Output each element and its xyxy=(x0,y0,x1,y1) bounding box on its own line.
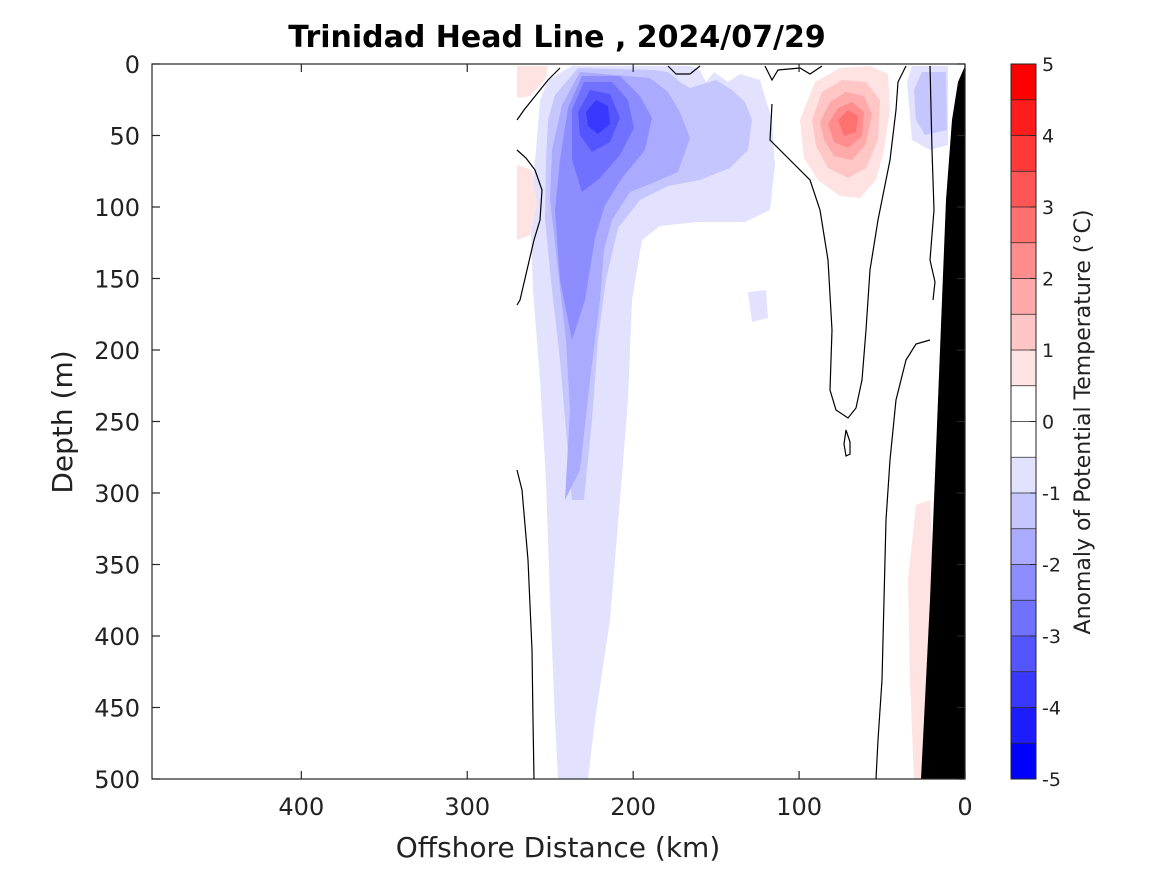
colorbar-segment xyxy=(1011,457,1036,494)
colorbar-segment xyxy=(1011,421,1036,458)
colorbar-segment xyxy=(1011,278,1036,315)
x-axis-label: Offshore Distance (km) xyxy=(396,831,721,864)
y-tick-label: 150 xyxy=(94,266,140,294)
colorbar-segment xyxy=(1011,171,1036,208)
colorbar-tick-label: 2 xyxy=(1042,269,1054,291)
y-tick-label: 400 xyxy=(94,623,140,651)
cold-patch-1 xyxy=(748,290,768,322)
y-tick-label: 300 xyxy=(94,480,140,508)
y-tick-label: 250 xyxy=(94,409,140,437)
colorbar-segment xyxy=(1011,64,1036,101)
colorbar: 5 4 3 2 1 0 -1 -2 -3 -4 -5 xyxy=(1010,54,1061,791)
colorbar-segment xyxy=(1011,671,1036,708)
x-tick-label: 400 xyxy=(278,793,324,821)
colorbar-tick-label: 4 xyxy=(1042,126,1054,148)
y-tick-label: 350 xyxy=(94,552,140,580)
colorbar-segment xyxy=(1011,99,1036,136)
colorbar-label: Anomaly of Potential Temperature (°C) xyxy=(1071,210,1096,635)
colorbar-segment xyxy=(1011,385,1036,422)
zero-contour-lines xyxy=(516,65,936,779)
x-tick-label: 200 xyxy=(610,793,656,821)
colorbar-tick-label: 1 xyxy=(1042,340,1054,362)
x-axis: 400 300 200 100 0 xyxy=(278,64,973,821)
y-tick-label: 200 xyxy=(94,337,140,365)
chart-title: Trinidad Head Line , 2024/07/29 xyxy=(288,20,825,55)
y-tick-label: 50 xyxy=(109,123,140,151)
y-tick-label: 0 xyxy=(125,51,140,79)
warm-patch-west-2 xyxy=(517,165,537,240)
colorbar-tick-label: -4 xyxy=(1042,698,1061,720)
colorbar-tick-label: 3 xyxy=(1042,197,1054,219)
plot-area xyxy=(152,64,965,779)
x-tick-label: 300 xyxy=(444,793,490,821)
y-tick-label: 100 xyxy=(94,194,140,222)
warm-anomaly-core xyxy=(838,110,858,136)
colorbar-tick-label: -5 xyxy=(1042,769,1061,791)
bathymetry-shelf xyxy=(921,66,965,779)
colorbar-segment xyxy=(1011,743,1036,780)
colorbar-tick-label: 0 xyxy=(1042,412,1054,434)
colorbar-segment xyxy=(1011,564,1036,601)
warm-patch-west-1 xyxy=(517,66,548,98)
colorbar-segment xyxy=(1011,207,1036,244)
x-tick-label: 100 xyxy=(776,793,822,821)
colorbar-tick-label: -1 xyxy=(1042,483,1061,505)
y-axis-label: Depth (m) xyxy=(46,350,79,493)
colorbar-segment xyxy=(1011,600,1036,637)
x-tick-label: 0 xyxy=(957,793,972,821)
colorbar-segment xyxy=(1011,242,1036,279)
colorbar-segment xyxy=(1011,135,1036,172)
y-axis: 0 50 100 150 200 250 300 350 400 450 500 xyxy=(94,51,965,794)
y-tick-label: 500 xyxy=(94,766,140,794)
colorbar-segment xyxy=(1011,350,1036,387)
colorbar-tick-label: -2 xyxy=(1042,555,1061,577)
colorbar-segment xyxy=(1011,493,1036,530)
colorbar-segment xyxy=(1011,528,1036,565)
colorbar-tick-label: 5 xyxy=(1042,54,1054,76)
cold-anomaly-core xyxy=(586,100,610,134)
colorbar-segment xyxy=(1011,636,1036,673)
colorbar-segment xyxy=(1011,314,1036,351)
colorbar-tick-label: -3 xyxy=(1042,626,1061,648)
colorbar-segment xyxy=(1011,707,1036,744)
y-tick-label: 450 xyxy=(94,695,140,723)
